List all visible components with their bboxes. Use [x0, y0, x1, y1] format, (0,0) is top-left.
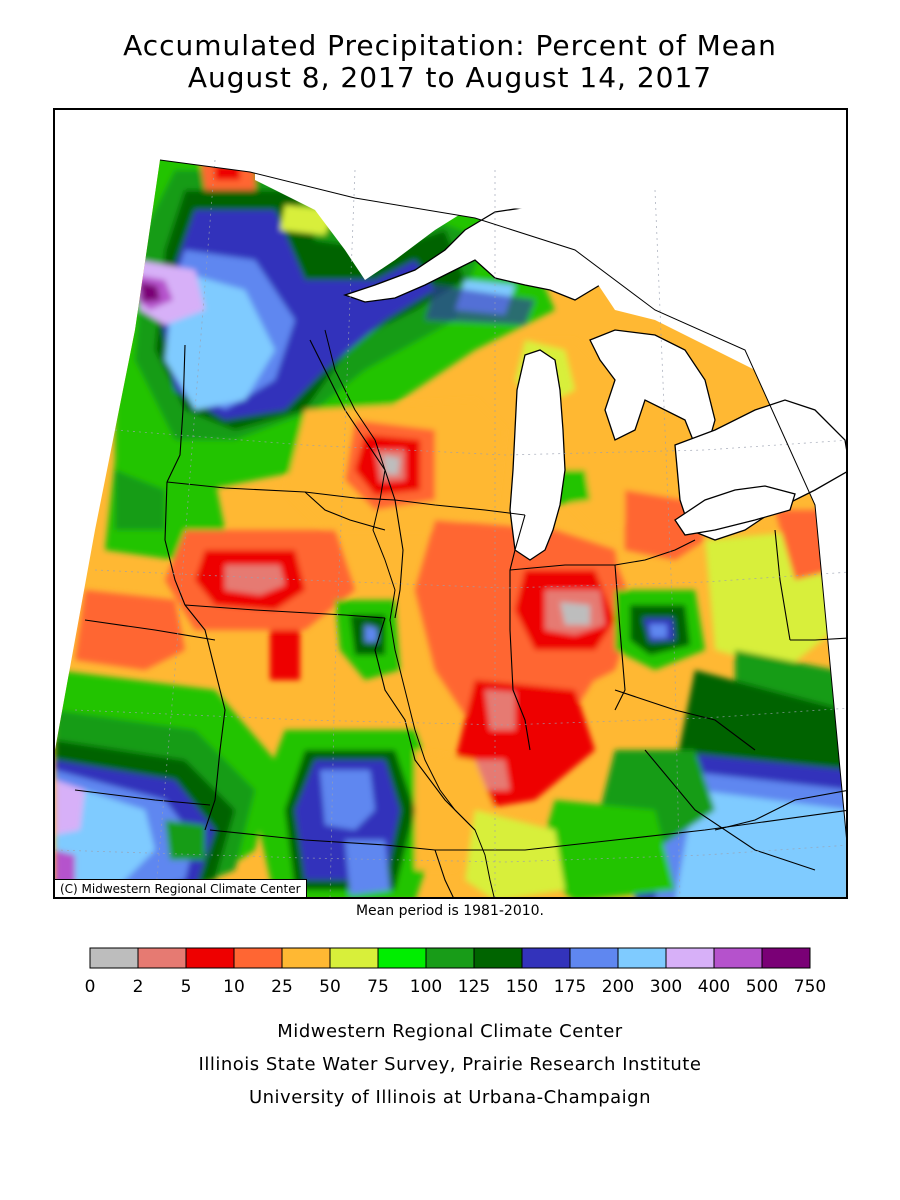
- lat-lon-grid: [55, 159, 846, 897]
- map-canvas: [55, 110, 846, 897]
- legend-swatch-9: [521, 947, 571, 969]
- footer-organization: Midwestern Regional Climate Center: [277, 1021, 623, 1042]
- legend-swatch-10: [569, 947, 619, 969]
- map-credit: (C) Midwestern Regional Climate Center: [55, 879, 307, 897]
- legend-swatch-14: [761, 947, 811, 969]
- great-lakes: [342, 205, 846, 561]
- legend-tick-label: 0: [84, 977, 96, 997]
- state-boundaries: [74, 339, 846, 897]
- legend-swatch-11: [617, 947, 667, 969]
- legend-tick-label: 175: [553, 977, 587, 997]
- legend-swatch-12: [665, 947, 715, 969]
- legend-tick-label: 25: [271, 977, 293, 997]
- legend-swatch-6: [377, 947, 427, 969]
- legend-tick-label: 2: [132, 977, 144, 997]
- legend-tick-label: 5: [180, 977, 192, 997]
- legend-swatch-2: [185, 947, 235, 969]
- legend-tick-label: 400: [697, 977, 731, 997]
- legend-tick-label: 75: [367, 977, 389, 997]
- legend-swatch-0: [89, 947, 139, 969]
- legend-tick-label: 125: [457, 977, 491, 997]
- legend-tick-label: 500: [745, 977, 779, 997]
- legend-swatch-7: [425, 947, 475, 969]
- map-title: Accumulated Precipitation: Percent of Me…: [123, 29, 777, 62]
- mean-period-note: Mean period is 1981-2010.: [355, 903, 545, 919]
- legend-tick-label: 10: [223, 977, 245, 997]
- legend-tick-label: 50: [319, 977, 341, 997]
- map-date-range: August 8, 2017 to August 14, 2017: [187, 61, 713, 94]
- footer-university: University of Illinois at Urbana-Champai…: [248, 1087, 652, 1108]
- legend-tick-label: 200: [601, 977, 635, 997]
- legend-tick-label: 750: [793, 977, 827, 997]
- legend-tick-label: 100: [409, 977, 443, 997]
- mississippi-river: [324, 329, 495, 897]
- precipitation-map: (C) Midwestern Regional Climate Center: [53, 108, 848, 899]
- legend-swatch-3: [233, 947, 283, 969]
- legend-swatch-8: [473, 947, 523, 969]
- footer-survey: Illinois State Water Survey, Prairie Res…: [198, 1054, 702, 1075]
- color-legend-bar: [89, 947, 811, 969]
- legend-swatch-4: [281, 947, 331, 969]
- legend-swatch-1: [137, 947, 187, 969]
- legend-swatch-13: [713, 947, 763, 969]
- legend-tick-label: 150: [505, 977, 539, 997]
- legend-swatch-5: [329, 947, 379, 969]
- legend-tick-label: 300: [649, 977, 683, 997]
